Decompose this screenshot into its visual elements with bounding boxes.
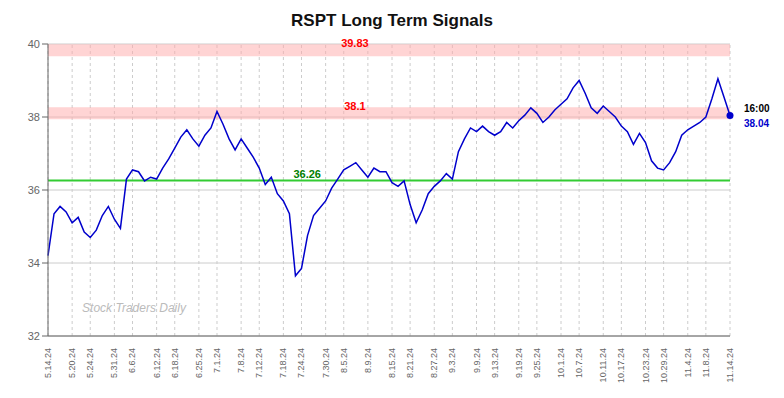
svg-text:9.9.24: 9.9.24 <box>472 348 482 373</box>
svg-text:40: 40 <box>28 38 40 50</box>
svg-text:5.20.24: 5.20.24 <box>67 348 77 378</box>
svg-text:36.26: 36.26 <box>293 168 321 180</box>
svg-text:9.3.24: 9.3.24 <box>447 348 457 373</box>
svg-text:38: 38 <box>28 111 40 123</box>
svg-text:6.6.24: 6.6.24 <box>127 348 137 373</box>
svg-text:5.24.24: 5.24.24 <box>85 348 95 378</box>
svg-text:8.9.24: 8.9.24 <box>363 348 373 373</box>
html-text:RSPT Long Term Signals: RSPT Long Term Signals <box>291 11 493 30</box>
svg-text:7.30.24: 7.30.24 <box>321 348 331 378</box>
svg-text:34: 34 <box>28 257 40 269</box>
svg-text:10.17.24: 10.17.24 <box>616 348 626 383</box>
svg-text:7.12.24: 7.12.24 <box>254 348 264 378</box>
svg-text:10.1.24: 10.1.24 <box>556 348 566 378</box>
svg-text:9.25.24: 9.25.24 <box>532 348 542 378</box>
svg-text:16:00: 16:00 <box>744 103 770 114</box>
svg-text:32: 32 <box>28 330 40 342</box>
html-text:Stock Traders Daily: Stock Traders Daily <box>82 300 186 315</box>
svg-text:10.7.24: 10.7.24 <box>574 348 584 378</box>
svg-text:10.29.24: 10.29.24 <box>659 348 669 383</box>
svg-text:8.27.24: 8.27.24 <box>429 348 439 378</box>
svg-text:8.21.24: 8.21.24 <box>405 348 415 378</box>
svg-text:11.4.24: 11.4.24 <box>683 348 693 377</box>
svg-text:11.14.24: 11.14.24 <box>725 348 735 382</box>
svg-text:11.8.24: 11.8.24 <box>701 348 711 377</box>
svg-text:9.19.24: 9.19.24 <box>514 348 524 378</box>
svg-text:7.8.24: 7.8.24 <box>236 348 246 373</box>
svg-text:38.1: 38.1 <box>344 100 365 112</box>
svg-text:7.18.24: 7.18.24 <box>278 348 288 378</box>
svg-text:5.31.24: 5.31.24 <box>109 348 119 378</box>
svg-text:6.18.24: 6.18.24 <box>170 348 180 378</box>
svg-text:9.13.24: 9.13.24 <box>490 348 500 378</box>
svg-text:36: 36 <box>28 184 40 196</box>
svg-text:10.23.24: 10.23.24 <box>641 348 651 383</box>
svg-text:10.11.24: 10.11.24 <box>598 348 608 382</box>
svg-text:38.04: 38.04 <box>744 118 769 129</box>
svg-text:7.1.24: 7.1.24 <box>212 348 222 373</box>
svg-text:5.14.24: 5.14.24 <box>43 348 53 378</box>
svg-text:8.15.24: 8.15.24 <box>387 348 397 378</box>
svg-text:6.12.24: 6.12.24 <box>152 348 162 378</box>
svg-text:8.5.24: 8.5.24 <box>339 348 349 373</box>
svg-text:6.25.24: 6.25.24 <box>194 348 204 378</box>
svg-text:39.83: 39.83 <box>341 37 369 49</box>
svg-text:7.24.24: 7.24.24 <box>296 348 306 378</box>
